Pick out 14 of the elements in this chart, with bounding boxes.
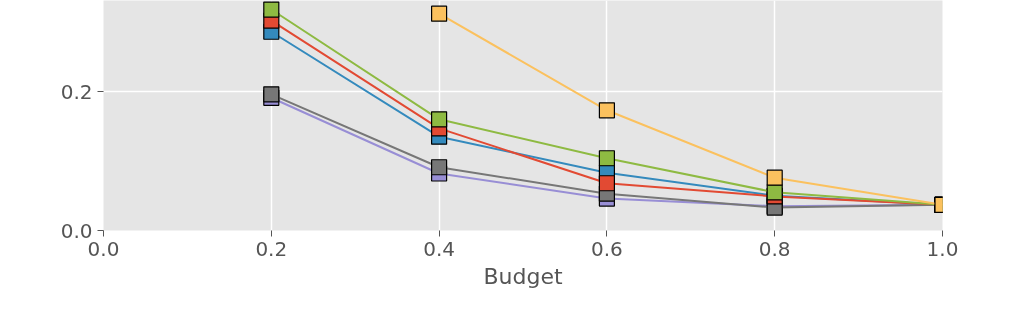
point: [598, 175, 615, 192]
x-tick-label: 0.8: [758, 236, 791, 261]
x-tick-label: 0.4: [423, 236, 456, 261]
point: [431, 159, 448, 176]
x-tick-label: 1.0: [926, 236, 959, 261]
point: [431, 111, 448, 128]
point: [766, 169, 783, 186]
x-axis-title: Budget: [483, 263, 563, 289]
x-tick-label: 0.2: [255, 236, 288, 261]
point: [598, 102, 615, 119]
x-tick-label: 0.6: [591, 236, 623, 261]
point: [598, 150, 615, 167]
point: [263, 1, 280, 18]
point: [431, 5, 448, 22]
